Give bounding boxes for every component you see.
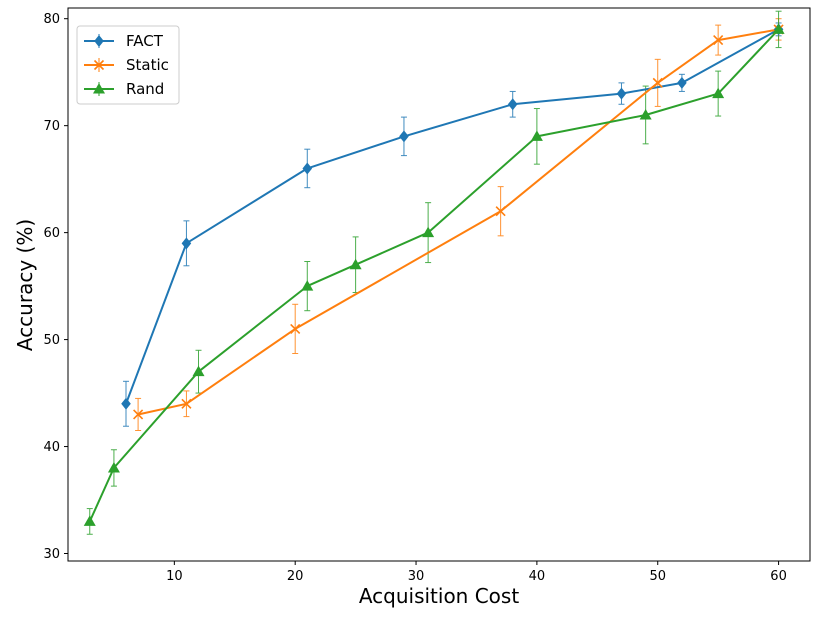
static-point bbox=[290, 323, 301, 334]
plot-area bbox=[67, 7, 811, 562]
static-point bbox=[713, 35, 724, 46]
y-tick-label: 40 bbox=[43, 440, 60, 455]
x-axis-title: Acquisition Cost bbox=[359, 584, 520, 608]
axis-ticks: 10 20 30 40 50 60 30 40 50 60 70 80 bbox=[43, 12, 786, 584]
legend-marker-static bbox=[93, 59, 105, 71]
legend-marker-rand bbox=[93, 83, 105, 94]
legend-entry-rand: Rand bbox=[84, 80, 164, 98]
x-tick-label: 30 bbox=[408, 569, 425, 584]
y-tick-label: 50 bbox=[43, 333, 60, 348]
x-tick-label: 60 bbox=[770, 569, 787, 584]
fact-point bbox=[399, 130, 409, 143]
rand-line bbox=[88, 28, 780, 522]
legend-label-static: Static bbox=[126, 56, 169, 74]
legend-entry-fact: FACT bbox=[84, 32, 164, 50]
rand-point bbox=[301, 280, 314, 291]
legend-label-fact: FACT bbox=[126, 32, 164, 50]
fact-point bbox=[677, 76, 687, 89]
y-tick-label: 80 bbox=[43, 12, 60, 27]
rand-point bbox=[422, 226, 435, 238]
legend-label-rand: Rand bbox=[126, 80, 164, 98]
rand-point bbox=[530, 130, 543, 141]
x-tick-label: 20 bbox=[287, 569, 304, 584]
static-point bbox=[133, 409, 144, 420]
fact-line bbox=[125, 28, 780, 405]
legend-box bbox=[76, 25, 180, 105]
series-lines bbox=[88, 28, 780, 522]
rand-point bbox=[83, 515, 96, 526]
fact-point bbox=[181, 237, 192, 250]
legend: FACT Static Rand bbox=[76, 25, 180, 105]
rand-point bbox=[349, 258, 362, 270]
static-point bbox=[181, 398, 192, 409]
series-markers bbox=[83, 23, 785, 526]
rand-point bbox=[639, 108, 652, 120]
x-tick-label: 50 bbox=[649, 569, 666, 584]
fact-point bbox=[302, 162, 313, 175]
legend-marker-fact bbox=[94, 35, 104, 47]
y-tick-label: 30 bbox=[43, 547, 60, 562]
fact-point bbox=[507, 98, 518, 111]
y-tick-label: 70 bbox=[43, 119, 60, 134]
y-tick-label: 60 bbox=[43, 226, 60, 241]
static-point bbox=[495, 206, 506, 217]
x-tick-label: 40 bbox=[529, 569, 546, 584]
rand-point bbox=[192, 365, 205, 377]
rand-point bbox=[772, 23, 785, 34]
rand-point bbox=[107, 461, 120, 473]
static-point bbox=[652, 77, 663, 88]
legend-entry-static: Static bbox=[84, 56, 169, 74]
rand-point bbox=[712, 87, 725, 99]
x-tick-label: 10 bbox=[166, 569, 183, 584]
fact-point bbox=[121, 397, 131, 410]
fact-point bbox=[616, 87, 627, 100]
error-bars bbox=[86, 10, 782, 535]
y-axis-title: Accuracy (%) bbox=[13, 219, 37, 351]
